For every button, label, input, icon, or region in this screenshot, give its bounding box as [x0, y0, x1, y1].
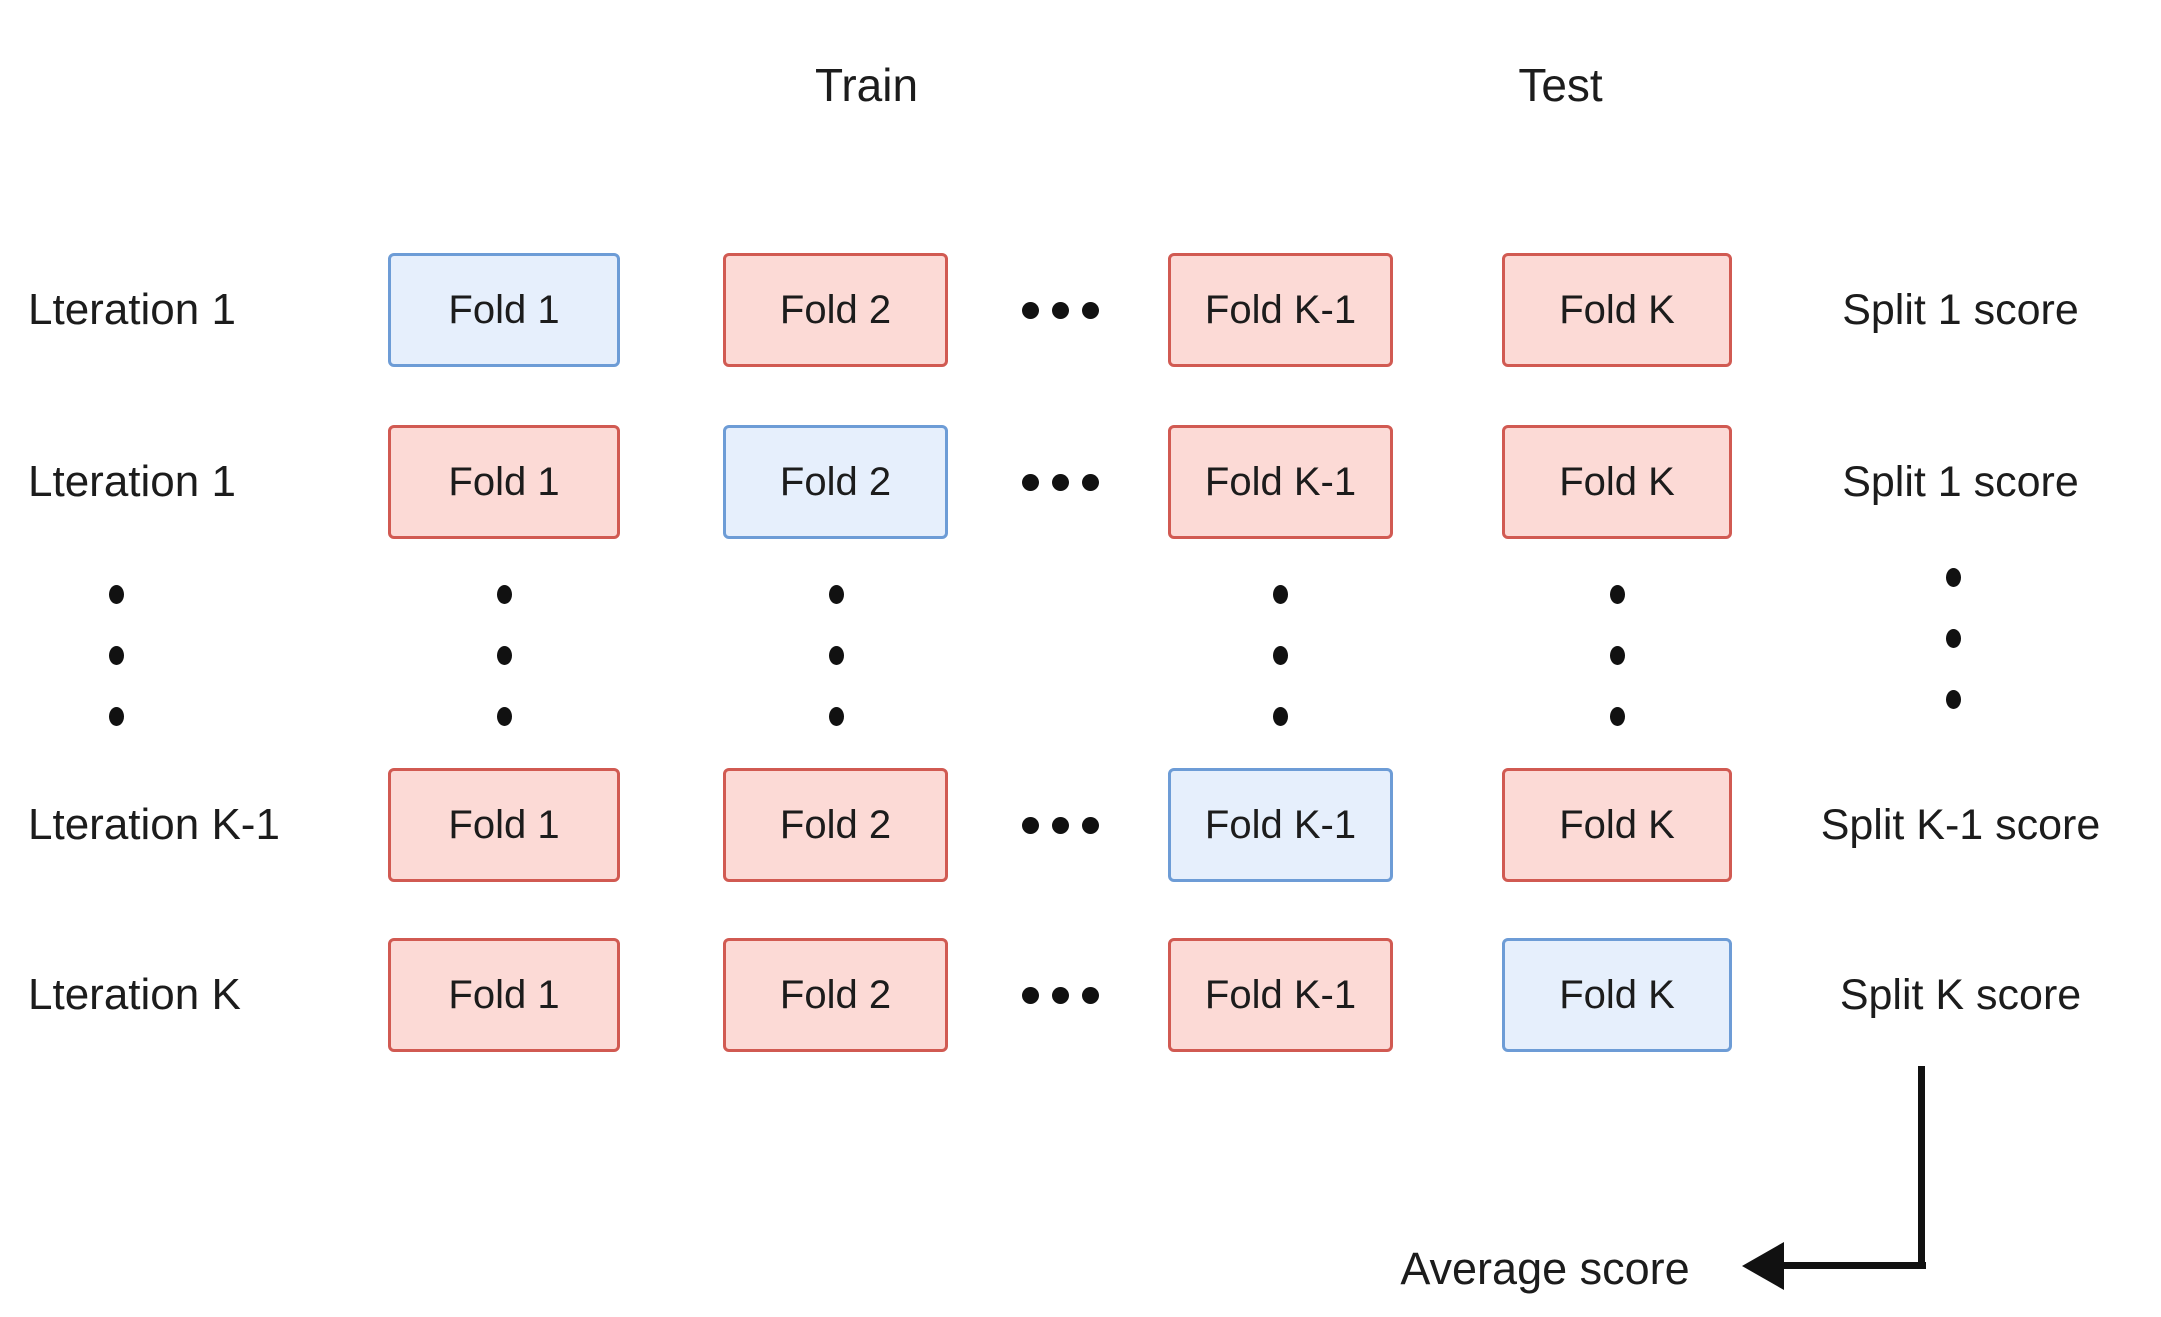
- fold-label: Fold K-1: [1204, 972, 1357, 1017]
- dot-icon: [1945, 690, 1961, 709]
- fold-label: Fold K: [1559, 459, 1675, 504]
- fold-label: Fold 2: [779, 459, 892, 504]
- fold-label: Fold 2: [779, 287, 892, 332]
- horizontal-ellipsis: [985, 768, 1135, 882]
- dot-icon: [496, 646, 512, 665]
- vertical-ellipsis: [1609, 585, 1625, 726]
- dot-icon: [496, 585, 512, 604]
- iteration-label: Lteration K-1: [28, 800, 280, 849]
- test-legend-box: Test: [1448, 28, 1673, 142]
- dot-icon: [828, 707, 844, 726]
- dot-icon: [1945, 568, 1961, 587]
- fold-box: Fold 2: [723, 938, 948, 1052]
- vertical-ellipsis: [828, 585, 844, 726]
- dot-icon: [1609, 646, 1625, 665]
- split-score-label: Split K-1 score: [1820, 800, 2101, 849]
- dot-icon: [1081, 473, 1099, 491]
- horizontal-ellipsis: [985, 253, 1135, 367]
- fold-box: Fold K-1: [1168, 425, 1393, 539]
- fold-label: Fold 1: [448, 802, 560, 847]
- fold-label: Fold K-1: [1204, 802, 1357, 847]
- dot-icon: [108, 646, 124, 665]
- vertical-ellipsis: [1272, 585, 1288, 726]
- dot-icon: [1021, 986, 1039, 1004]
- fold-box: Fold K: [1502, 425, 1732, 539]
- dot-icon: [1081, 301, 1099, 319]
- dot-icon: [1021, 301, 1039, 319]
- fold-box: Fold K: [1502, 938, 1732, 1052]
- split-score-label: Split 1 score: [1842, 457, 2079, 506]
- fold-label: Fold 1: [448, 972, 560, 1017]
- fold-box: Fold K: [1502, 768, 1732, 882]
- fold-box: Fold 1: [388, 768, 620, 882]
- fold-box: Fold 1: [388, 253, 620, 367]
- fold-box: Fold 2: [723, 425, 948, 539]
- dot-icon: [1051, 986, 1069, 1004]
- left-arrow-icon: [1742, 1242, 1784, 1290]
- dot-icon: [1945, 629, 1961, 648]
- fold-box: Fold K-1: [1168, 768, 1393, 882]
- average-score-label: Average score: [1400, 1243, 1690, 1294]
- fold-box: Fold 1: [388, 425, 620, 539]
- dot-icon: [1609, 585, 1625, 604]
- fold-box: Fold 2: [723, 253, 948, 367]
- dot-icon: [1081, 986, 1099, 1004]
- fold-label: Fold K: [1559, 972, 1675, 1017]
- dot-icon: [496, 707, 512, 726]
- dot-icon: [1609, 707, 1625, 726]
- dot-icon: [1021, 816, 1039, 834]
- dot-icon: [1272, 646, 1288, 665]
- train-legend-label: Train: [814, 59, 919, 111]
- iteration-label: Lteration 1: [28, 285, 236, 334]
- horizontal-ellipsis: [985, 425, 1135, 539]
- dot-icon: [828, 585, 844, 604]
- train-legend-box: Train: [378, 28, 1355, 142]
- dot-icon: [108, 707, 124, 726]
- fold-box: Fold K-1: [1168, 253, 1393, 367]
- arrow-horizontal-line: [1780, 1262, 1926, 1269]
- fold-box: Fold 1: [388, 938, 620, 1052]
- fold-box: Fold K-1: [1168, 938, 1393, 1052]
- vertical-ellipsis: [496, 585, 512, 726]
- dot-icon: [108, 585, 124, 604]
- dot-icon: [1051, 473, 1069, 491]
- fold-box: Fold 2: [723, 768, 948, 882]
- iteration-label: Lteration K: [28, 970, 241, 1019]
- fold-label: Fold K-1: [1204, 459, 1357, 504]
- fold-label: Fold 1: [448, 287, 560, 332]
- split-score-label: Split K score: [1839, 970, 2082, 1019]
- fold-label: Fold K: [1559, 287, 1675, 332]
- dot-icon: [1021, 473, 1039, 491]
- fold-label: Fold K-1: [1204, 287, 1357, 332]
- dot-icon: [828, 646, 844, 665]
- split-score-label: Split 1 score: [1842, 285, 2079, 334]
- vertical-ellipsis: [1945, 568, 1961, 709]
- dot-icon: [1272, 707, 1288, 726]
- fold-label: Fold 2: [779, 972, 892, 1017]
- horizontal-ellipsis: [985, 938, 1135, 1052]
- dot-icon: [1051, 816, 1069, 834]
- fold-box: Fold K: [1502, 253, 1732, 367]
- vertical-ellipsis: [108, 585, 124, 726]
- dot-icon: [1081, 816, 1099, 834]
- iteration-label: Lteration 1: [28, 457, 236, 506]
- dot-icon: [1051, 301, 1069, 319]
- arrow-vertical-line: [1918, 1066, 1925, 1266]
- fold-label: Fold 2: [779, 802, 892, 847]
- test-legend-label: Test: [1518, 59, 1603, 111]
- fold-label: Fold K: [1559, 802, 1675, 847]
- fold-label: Fold 1: [448, 459, 560, 504]
- dot-icon: [1272, 585, 1288, 604]
